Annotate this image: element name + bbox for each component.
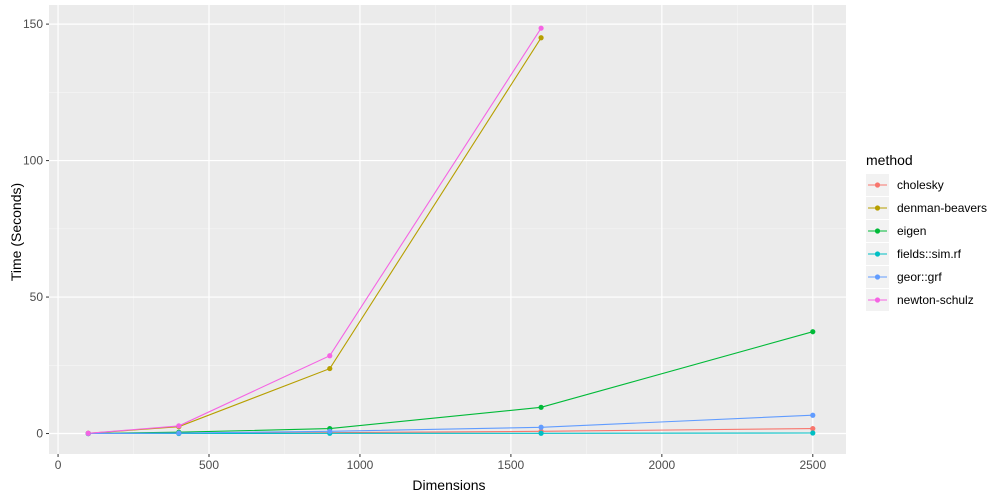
legend-label: fields::sim.rf (897, 247, 962, 261)
data-point (538, 404, 544, 410)
data-point (538, 25, 544, 31)
x-tick-label: 2000 (648, 458, 675, 472)
data-point (176, 423, 182, 429)
data-point (327, 353, 333, 359)
data-point (327, 428, 333, 434)
legend-label: eigen (897, 224, 926, 238)
y-tick-label: 150 (23, 17, 43, 31)
x-tick-label: 1000 (347, 458, 374, 472)
y-tick-label: 0 (36, 427, 43, 441)
legend-key-point (874, 205, 881, 211)
grid (49, 5, 846, 454)
data-point (810, 412, 816, 418)
x-tick-label: 0 (55, 458, 62, 472)
series-line-newton-schulz (88, 27, 542, 434)
series-points (85, 25, 816, 437)
legend-key-point (874, 274, 881, 280)
x-tick-label: 2500 (799, 458, 826, 472)
legend-key-point (874, 251, 881, 257)
data-point (810, 430, 816, 436)
x-axis-title: Dimensions (412, 477, 485, 493)
plot-panel (49, 5, 846, 454)
data-point (538, 430, 544, 436)
legend-key-point (874, 182, 881, 188)
x-tick-label: 1500 (498, 458, 525, 472)
data-point (538, 424, 544, 430)
data-point (810, 426, 816, 432)
x-tick-label: 500 (199, 458, 219, 472)
y-axis-title: Time (Seconds) (8, 183, 24, 281)
axes: 0 500 1000 1500 2000 2500 0 50 100 150 (23, 17, 826, 472)
legend-label: newton-schulz (897, 293, 974, 307)
legend-label: geor::grf (897, 270, 942, 284)
legend-keys: choleskydenman-beaverseigenfields::sim.r… (866, 174, 987, 311)
y-tick-label: 100 (23, 154, 43, 168)
legend-label: denman-beavers (897, 201, 987, 215)
legend-label: cholesky (897, 178, 944, 192)
data-point (327, 365, 333, 372)
legend-key-point (874, 228, 881, 234)
legend-key-point (874, 297, 881, 303)
data-point (85, 430, 91, 436)
y-tick-label: 50 (30, 290, 44, 304)
legend-title: method (866, 152, 913, 168)
legend: method choleskydenman-beaverseigenfields… (866, 152, 987, 311)
data-point (810, 329, 816, 335)
data-point (176, 430, 182, 436)
data-point (538, 35, 544, 41)
